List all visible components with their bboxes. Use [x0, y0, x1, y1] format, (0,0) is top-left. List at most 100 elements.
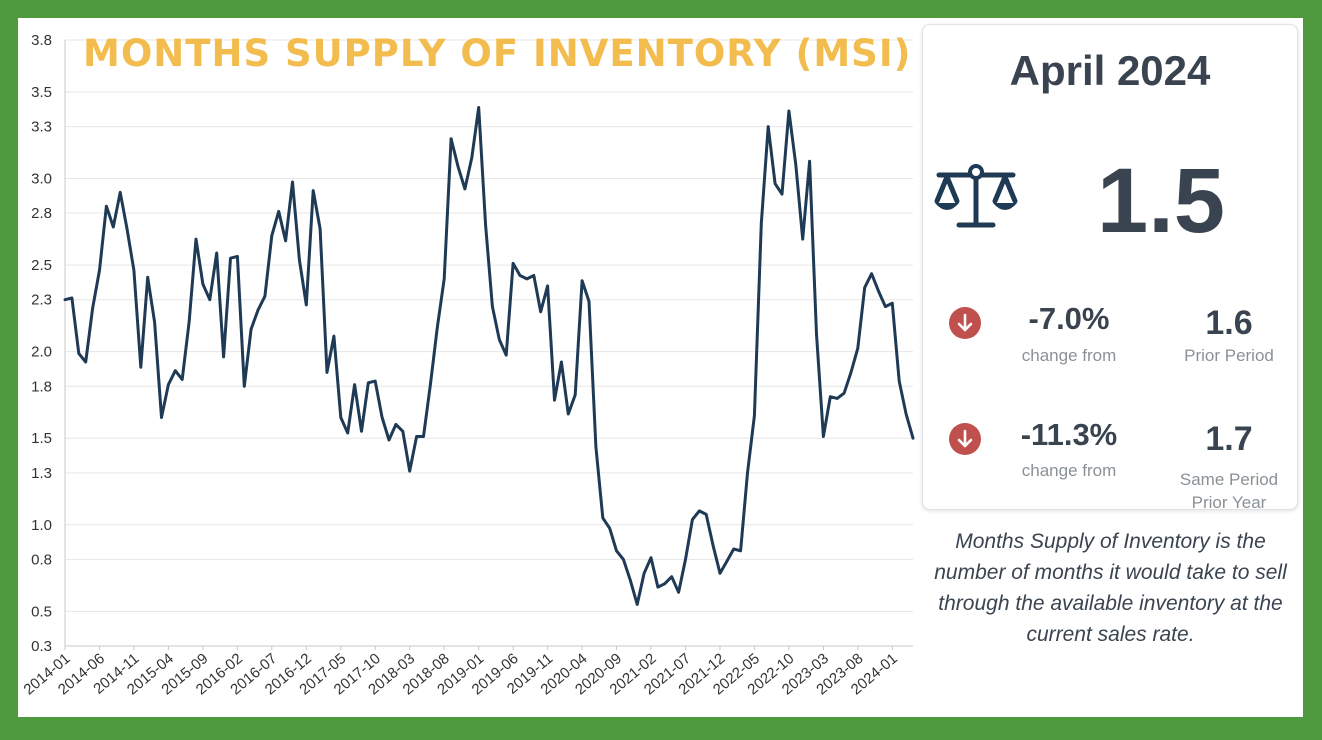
data-point [615, 549, 618, 552]
data-point [298, 258, 301, 262]
data-point [787, 109, 791, 113]
data-point [760, 222, 763, 225]
summary-card: April 2024 1.5 -7.0% change from 1.6 Pri… [922, 24, 1298, 512]
data-point [167, 383, 170, 386]
data-point [339, 416, 342, 419]
data-point [125, 227, 129, 230]
data-point [636, 603, 639, 606]
data-point [539, 310, 542, 314]
data-point [767, 125, 770, 128]
data-point [436, 326, 439, 329]
y-tick-label: 0.8 [31, 551, 52, 568]
data-point [408, 469, 411, 473]
data-point [842, 392, 846, 395]
prior-year-label-line2: Prior Year [1191, 493, 1267, 512]
y-tick-label: 3.0 [31, 171, 52, 188]
data-point [449, 137, 453, 140]
data-point [236, 255, 239, 258]
current-msi-value: 1.5 [1097, 150, 1225, 252]
data-point [567, 412, 570, 416]
data-point [863, 286, 866, 289]
data-point [849, 371, 853, 374]
data-point [829, 395, 832, 398]
data-point [277, 210, 280, 213]
data-point [139, 366, 143, 369]
chart-title: MONTHS SUPPLY OF INVENTORY (MSI) [83, 32, 912, 75]
balance-scale-icon [934, 164, 1018, 228]
y-tick-label: 1.8 [31, 378, 52, 395]
data-point [263, 295, 267, 298]
grid-lines [65, 39, 913, 647]
data-point [498, 338, 501, 341]
data-point [732, 547, 735, 551]
data-point [505, 353, 508, 357]
data-point [360, 430, 363, 433]
data-point [642, 572, 646, 575]
data-point [704, 513, 708, 516]
data-point [594, 445, 598, 449]
data-point [146, 276, 149, 279]
change-year-percent: -11.3% [1020, 417, 1118, 452]
data-point [477, 106, 480, 109]
y-axis-ticks: 0.3 0.5 0.8 1.0 1.3 1.5 1.8 2.0 2.3 2.5 2.8 3.0 3.3 3… [31, 32, 52, 655]
x-axis-ticks: 2014-012014-062014-112015-042015-092016-… [20, 646, 901, 698]
data-point [187, 321, 191, 324]
data-point [429, 383, 432, 386]
data-point [380, 416, 384, 419]
data-point [311, 189, 315, 192]
data-point [442, 277, 446, 281]
data-point [835, 397, 839, 400]
data-point [194, 237, 198, 241]
data-point [525, 277, 529, 281]
data-point [91, 307, 94, 310]
msi-series-line [63, 106, 915, 606]
data-point [484, 224, 487, 227]
data-point [70, 296, 74, 300]
data-point [374, 379, 377, 383]
y-tick-label: 3.3 [31, 119, 52, 136]
data-point [884, 305, 887, 308]
chart-svg: 0.3 0.5 0.8 1.0 1.3 1.5 1.8 2.0 2.3 2.5 2.8 3.0 3.3 3… [20, 32, 915, 698]
data-point [801, 237, 804, 241]
y-tick-label: 0.3 [31, 638, 52, 655]
data-point [491, 305, 494, 308]
y-tick-label: 3.5 [31, 84, 52, 101]
data-point [580, 279, 584, 282]
data-point [815, 333, 818, 336]
data-point [470, 156, 473, 159]
data-point [649, 556, 653, 559]
data-point [222, 355, 225, 359]
data-point [684, 558, 687, 561]
prior-period-label: Prior Period [1184, 346, 1274, 365]
data-point [904, 412, 908, 416]
data-point [780, 192, 784, 196]
prior-year-label-line1: Same Period [1179, 470, 1279, 489]
data-point [773, 182, 777, 185]
data-point [822, 435, 825, 438]
data-point [346, 431, 349, 435]
msi-description: Months Supply of Inventory is the number… [934, 530, 1287, 646]
data-point [546, 284, 549, 288]
data-point [532, 274, 536, 277]
card-date: April 2024 [1009, 47, 1211, 94]
data-point [870, 272, 873, 275]
data-point [656, 585, 660, 589]
data-point [243, 385, 246, 388]
data-point [84, 360, 87, 364]
data-point [794, 163, 797, 166]
series-layer [63, 106, 915, 606]
data-point [891, 301, 894, 305]
y-tick-label: 2.0 [31, 344, 52, 361]
data-point [256, 308, 260, 312]
y-tick-label: 0.5 [31, 603, 52, 620]
data-point [739, 549, 742, 552]
data-point [270, 234, 274, 237]
data-point [208, 298, 211, 301]
data-point [560, 360, 563, 364]
data-point [98, 269, 101, 272]
data-point [898, 379, 901, 383]
data-point [608, 527, 611, 530]
data-point [601, 516, 604, 520]
data-point [249, 327, 253, 331]
data-point [112, 225, 115, 229]
